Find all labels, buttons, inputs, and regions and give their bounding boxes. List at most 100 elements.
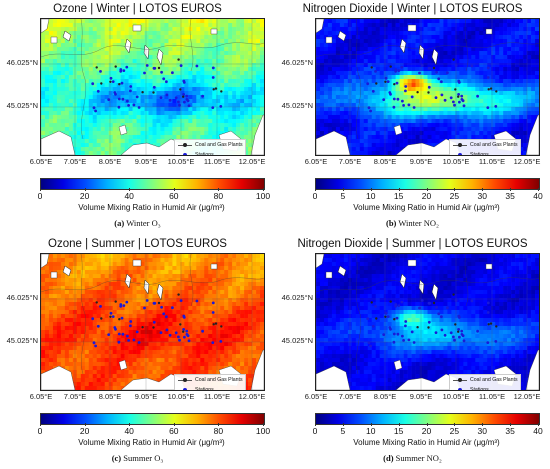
plant-marker	[220, 90, 223, 93]
station-marker	[460, 94, 464, 98]
panel-title: Ozone | Winter | LOTOS EUROS	[53, 3, 222, 15]
station-marker	[458, 100, 461, 104]
station-marker	[412, 341, 416, 344]
colorbar-tick-mark	[218, 188, 220, 191]
station-marker	[122, 69, 126, 72]
station-marker	[392, 332, 396, 336]
station-marker	[400, 65, 404, 69]
lon-label: 6.05°E	[29, 392, 53, 401]
station-marker	[127, 104, 130, 107]
station-marker	[177, 100, 180, 104]
station-marker	[407, 338, 411, 342]
border-line	[464, 19, 469, 72]
lake	[418, 279, 425, 295]
plant-marker	[100, 317, 103, 320]
colorbar-tick-label: 15	[393, 191, 404, 201]
colorbar-tick-mark	[510, 188, 512, 191]
station-marker	[407, 103, 411, 107]
lon-label: 8.05°E	[98, 157, 122, 166]
plant-marker	[212, 88, 215, 91]
colorbar-tick-mark	[426, 188, 428, 191]
station-marker	[195, 299, 199, 303]
colorbar-tick-label: 40	[124, 191, 134, 201]
station-marker	[446, 306, 449, 310]
masked-area	[132, 24, 142, 32]
station-marker	[388, 326, 392, 329]
station-marker	[121, 97, 125, 101]
map-legend: Coal and Gas Plants Stations	[449, 374, 521, 390]
lake	[156, 283, 164, 301]
station-marker	[396, 97, 400, 101]
plant-marker	[177, 293, 180, 296]
plant-marker	[114, 65, 117, 68]
station-marker	[449, 96, 453, 100]
plant-marker	[384, 80, 387, 83]
station-marker	[92, 106, 96, 110]
masked-area	[41, 254, 50, 269]
panel-caption: (d) Summer NO₂	[275, 453, 550, 463]
legend-plants-label: Coal and Gas Plants	[195, 142, 243, 148]
colorbar-tick-label: 0	[312, 191, 318, 201]
station-marker	[120, 81, 124, 85]
plant-marker	[427, 326, 430, 329]
station-marker	[371, 324, 375, 328]
station-marker	[437, 77, 441, 81]
station-marker	[457, 93, 460, 96]
plant-marker	[179, 323, 182, 326]
station-marker	[462, 104, 466, 108]
plant-marker	[214, 322, 218, 325]
map-area: Coal and Gas Plants Stations	[315, 18, 540, 156]
border-line	[189, 19, 194, 72]
lon-label: 7.05°E	[338, 157, 362, 166]
station-marker	[121, 332, 125, 336]
colorbar-tick-label: 15	[393, 426, 404, 436]
station-marker	[182, 328, 186, 331]
plant-marker	[375, 82, 378, 85]
station-marker	[107, 98, 111, 101]
map-svg	[41, 19, 264, 155]
lon-label: 11.05°E	[203, 392, 231, 401]
station-marker	[92, 341, 96, 345]
masked-area	[118, 359, 128, 371]
station-marker	[453, 338, 456, 342]
lon-label: 10.05°E	[442, 157, 470, 166]
station-marker	[211, 76, 215, 79]
plant-marker	[452, 293, 455, 296]
station-marker	[96, 324, 100, 328]
border-line	[41, 277, 264, 293]
colorbar-tick-mark	[426, 423, 428, 426]
station-marker	[185, 94, 189, 98]
masked-area	[525, 349, 539, 390]
station-marker	[460, 329, 464, 333]
lake	[431, 48, 439, 66]
station-marker	[94, 344, 97, 348]
colorbar-tick-label: 5	[340, 191, 346, 201]
caption-letter: (d)	[383, 453, 394, 463]
colorbar-tick-mark	[454, 188, 456, 191]
station-marker	[143, 71, 146, 75]
lon-label: 6.05°E	[29, 157, 53, 166]
station-marker	[195, 64, 199, 68]
station-marker	[374, 70, 377, 73]
station-marker	[457, 328, 460, 331]
station-marker	[129, 324, 132, 328]
lat-label: 45.025°N	[6, 101, 38, 110]
station-marker	[162, 312, 166, 316]
colorbar-tick-mark	[263, 423, 264, 426]
lon-label: 9.05°E	[134, 157, 158, 166]
colorbar-tick-mark	[84, 188, 86, 191]
plant-marker	[427, 91, 430, 94]
legend-row-stations: Stations	[450, 150, 520, 155]
legend-row-plants: Coal and Gas Plants	[450, 140, 520, 150]
station-symbol-icon	[453, 386, 467, 390]
lon-label: 7.05°E	[338, 392, 362, 401]
panel-b: Nitrogen Dioxide | Winter | LOTOS EUROS 4…	[275, 0, 550, 234]
station-marker	[382, 98, 386, 101]
masked-area	[316, 254, 325, 269]
lon-label: 11.05°E	[203, 157, 231, 166]
plant-marker	[370, 66, 373, 69]
masked-area	[41, 19, 50, 34]
plant-symbol-icon	[178, 141, 192, 149]
colorbar-tick-mark	[173, 423, 175, 426]
colorbar-label: Volume Mixing Ratio in Humid Air (μg/m³)	[78, 203, 225, 212]
